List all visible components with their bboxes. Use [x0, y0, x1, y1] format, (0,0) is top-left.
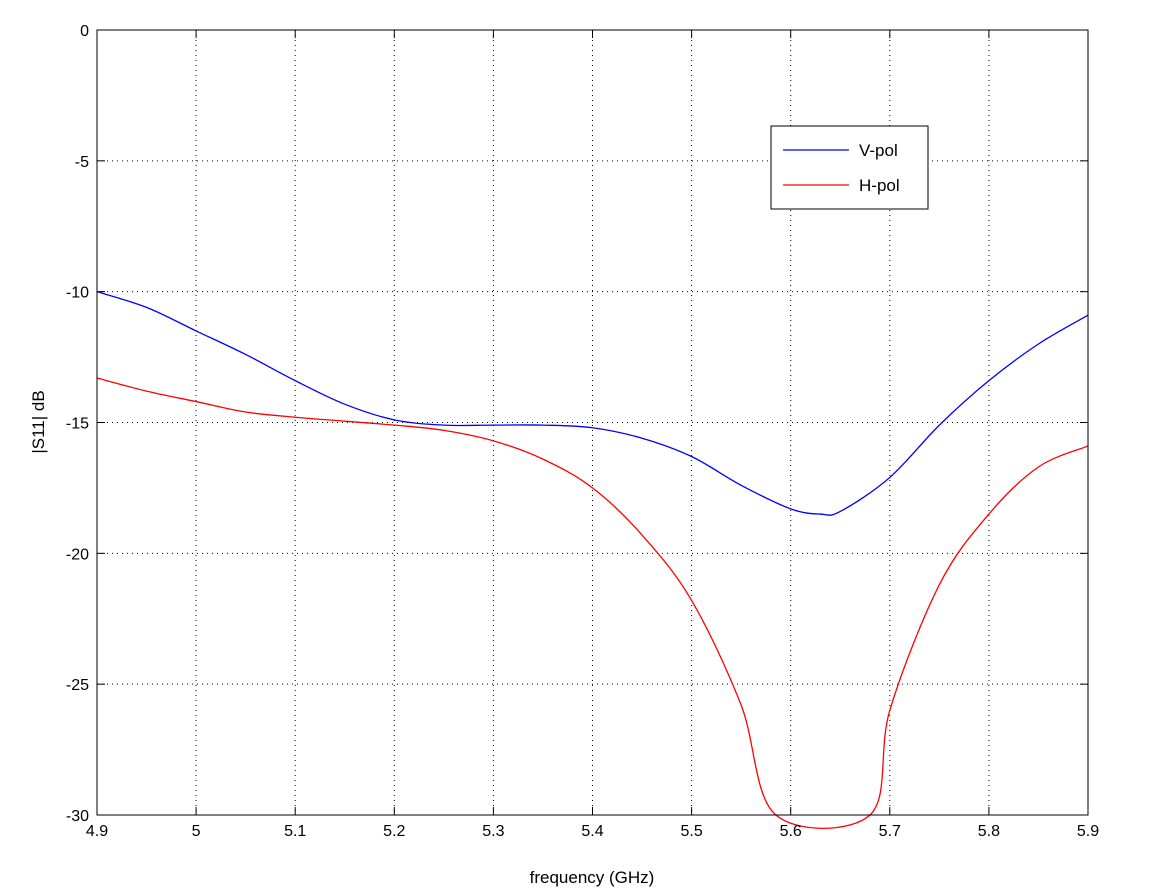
x-tick-label: 5.5 [680, 823, 702, 840]
x-tick-label: 4.9 [86, 823, 108, 840]
x-tick-label: 5.9 [1077, 823, 1099, 840]
y-tick-label: -20 [66, 546, 89, 563]
y-tick-label: 0 [80, 23, 89, 40]
series-line-h-pol [96, 377, 1089, 829]
legend: V-pol H-pol [770, 125, 929, 210]
x-tick-label: 5.4 [581, 823, 603, 840]
x-tick-label: 5 [192, 823, 201, 840]
y-tick-label: -15 [66, 416, 89, 433]
y-tick-label: -10 [66, 285, 89, 302]
series-line-v-pol [96, 291, 1089, 516]
ticks [96, 29, 1089, 816]
x-tick-label: 5.1 [284, 823, 306, 840]
x-tick-label: 5.3 [482, 823, 504, 840]
y-tick-label: -30 [66, 808, 89, 825]
y-tick-label: -5 [75, 154, 89, 171]
tick-labels: 4.9 5 5.1 5.2 5.3 5.4 5.5 5.6 5.7 5.8 5.9 0 -5 -10 -15… [66, 23, 1099, 840]
x-axis-label: frequency (GHz) [530, 868, 655, 887]
legend-label-h-pol: H-pol [859, 176, 900, 195]
y-axis-label: |S11| dB [29, 390, 48, 453]
y-tick-label: -25 [66, 677, 89, 694]
legend-label-v-pol: V-pol [859, 141, 898, 160]
legend-box [770, 125, 929, 210]
x-tick-label: 5.8 [978, 823, 1000, 840]
x-tick-label: 5.2 [383, 823, 405, 840]
x-tick-label: 5.7 [879, 823, 901, 840]
series-lines [96, 291, 1089, 829]
x-tick-label: 5.6 [780, 823, 802, 840]
